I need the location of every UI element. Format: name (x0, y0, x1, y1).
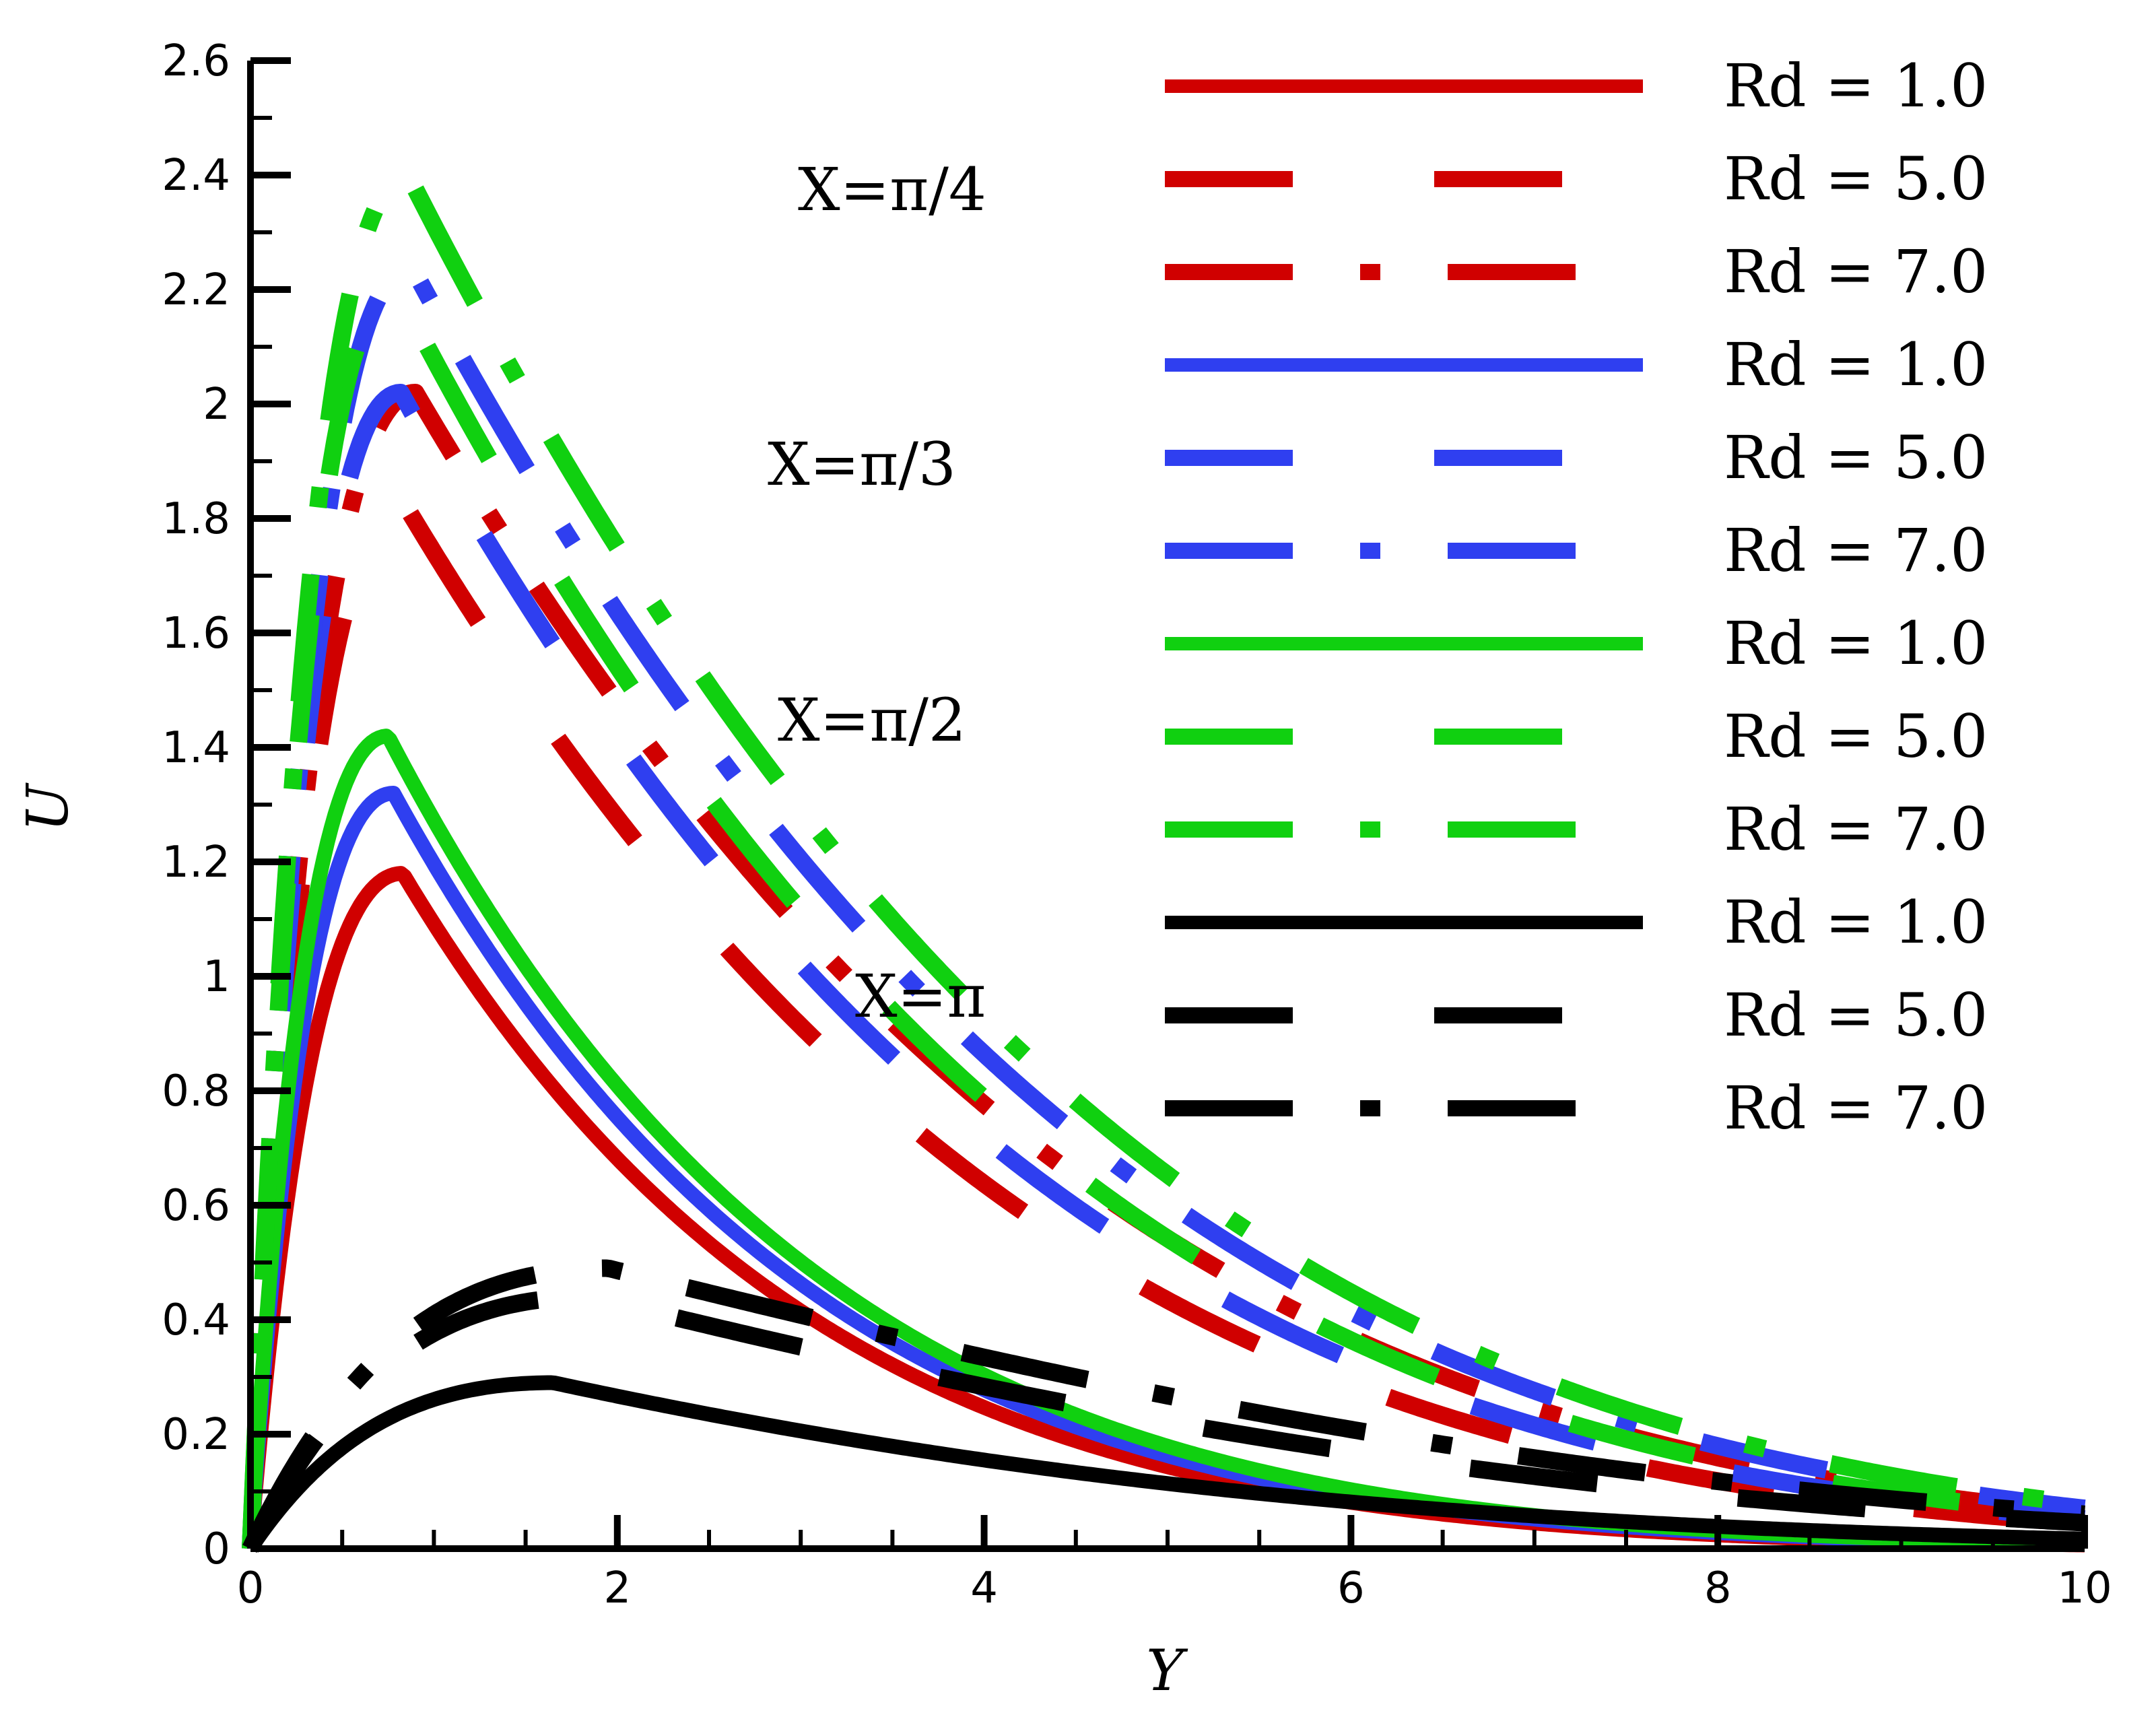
y-tick-label-8: 1.6 (162, 609, 230, 659)
series-line-11 (242, 1259, 2090, 1553)
ticks-layer: 0 2 4 6 8 10 0 0.2 0.4 0.6 0.8 1 1.2 1.4 1.6 1.8 2 2.2 2.4… (162, 36, 2112, 1613)
legend-label-2: Rd = 7.0 (1724, 237, 1988, 306)
annotations-layer: X=π/4 X=π/3 X=π/2 X=π (768, 155, 986, 1031)
x-tick-label-5: 10 (2057, 1563, 2112, 1613)
y-tick-label-1: 0.2 (162, 1410, 230, 1460)
x-tick-label-3: 6 (1337, 1563, 1365, 1613)
y-tick-label-7: 1.4 (162, 723, 230, 773)
legend-label-4: Rd = 5.0 (1724, 423, 1988, 492)
legend-label-0: Rd = 1.0 (1724, 51, 1988, 121)
x-tick-label-2: 4 (970, 1563, 998, 1613)
series-line-4 (242, 384, 2090, 1549)
y-tick-label-3: 0.6 (162, 1181, 230, 1231)
y-tick-label-5: 1 (203, 952, 230, 1002)
x-axis-title: Y (1146, 1638, 1188, 1704)
legend-label-11: Rd = 7.0 (1724, 1073, 1988, 1143)
legend-label-6: Rd = 1.0 (1724, 609, 1988, 678)
group-annotation-0: X=π/4 (798, 155, 986, 224)
y-tick-label-2: 0.4 (162, 1295, 230, 1345)
y-tick-label-4: 0.8 (162, 1067, 230, 1116)
series-line-10 (242, 1288, 2090, 1553)
series-line-7 (242, 281, 2090, 1549)
series-line-1 (242, 498, 2090, 1549)
y-tick-label-0: 0 (203, 1524, 230, 1574)
y-tick-label-11: 2.2 (162, 265, 230, 315)
legend-label-8: Rd = 7.0 (1724, 795, 1988, 864)
y-tick-label-13: 2.6 (162, 36, 230, 86)
legend-label-5: Rd = 7.0 (1724, 516, 1988, 585)
y-tick-label-6: 1.2 (162, 838, 230, 887)
y-axis-title: U (15, 782, 81, 832)
legend-label-7: Rd = 5.0 (1724, 702, 1988, 771)
legend-label-9: Rd = 1.0 (1724, 887, 1988, 957)
group-annotation-3: X=π (855, 962, 986, 1031)
legend-label-3: Rd = 1.0 (1724, 330, 1988, 399)
x-tick-label-4: 8 (1704, 1563, 1732, 1613)
x-tick-label-0: 0 (237, 1563, 265, 1613)
series-line-5 (242, 258, 2090, 1549)
y-tick-label-12: 2.4 (162, 151, 230, 201)
x-tick-label-1: 2 (603, 1563, 631, 1613)
legend-label-10: Rd = 5.0 (1724, 980, 1988, 1050)
series-line-9 (244, 1375, 2089, 1553)
y-tick-label-9: 1.8 (162, 494, 230, 544)
series-line-8 (242, 166, 2090, 1549)
y-tick-label-10: 2 (203, 380, 230, 430)
group-annotation-2: X=π/2 (778, 685, 966, 755)
curves-layer (242, 166, 2090, 1553)
legend-label-1: Rd = 5.0 (1724, 144, 1988, 213)
group-annotation-1: X=π/3 (768, 430, 956, 499)
legend: Rd = 1.0 Rd = 5.0 Rd = 7.0 Rd = 1.0 Rd = 5.0… (1165, 51, 1988, 1143)
